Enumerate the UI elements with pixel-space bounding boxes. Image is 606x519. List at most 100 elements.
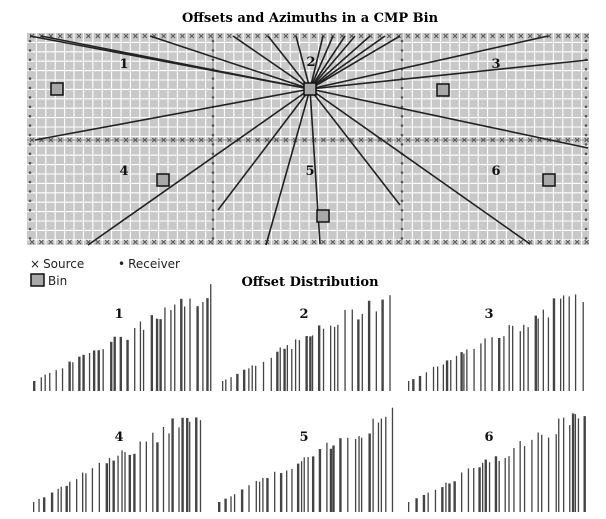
offset-bar (51, 493, 53, 512)
offset-bar (312, 335, 313, 391)
receiver-mark (585, 106, 588, 109)
offset-bar (305, 336, 307, 391)
offset-bar (480, 343, 481, 391)
hist-label-3: 3 (484, 307, 493, 322)
receiver-mark (212, 40, 215, 43)
receiver-mark (585, 237, 588, 240)
offset-bar (112, 461, 114, 512)
cmp-map: 1 2 3 4 5 6 (27, 33, 589, 245)
receiver-mark (29, 115, 32, 118)
legend-source-label: Source (43, 257, 84, 271)
receiver-mark (212, 209, 215, 212)
offset-bar (295, 339, 296, 391)
offset-bar (33, 381, 35, 391)
offset-bar (323, 329, 324, 391)
offset-bar (99, 463, 100, 512)
receiver-mark (29, 237, 32, 240)
offset-bar (280, 347, 281, 391)
receiver-mark (401, 143, 404, 146)
receiver-mark (585, 200, 588, 203)
offset-bar (362, 314, 363, 391)
offset-bar (423, 495, 425, 512)
block-label-1: 1 (119, 57, 128, 72)
offset-bar (358, 436, 359, 512)
offset-bar (368, 301, 370, 391)
offset-bar (520, 331, 521, 391)
offset-bar (461, 472, 462, 512)
receiver-mark (212, 237, 215, 240)
offset-bar (347, 438, 348, 512)
offset-bar (482, 463, 483, 512)
offset-distribution-title: Offset Distribution (241, 275, 379, 290)
bin (543, 174, 555, 186)
receiver-mark (212, 77, 215, 80)
receiver-mark (29, 200, 32, 203)
offset-bar (548, 438, 549, 512)
offset-bar (184, 307, 185, 391)
receiver-mark (401, 124, 404, 127)
receiver-mark (212, 49, 215, 52)
offset-bar (527, 327, 528, 391)
receiver-mark (29, 59, 32, 62)
legend-source: ×Source (30, 257, 84, 271)
hist-label-2: 2 (299, 307, 308, 322)
legend: ×Source •Receiver Bin (30, 257, 180, 288)
offset-bar (262, 478, 263, 512)
offset-bar (252, 365, 253, 391)
offset-bar (583, 416, 585, 512)
offset-bar (65, 486, 67, 512)
offset-bar (556, 434, 557, 512)
offset-bar (49, 373, 50, 391)
offset-bar (259, 482, 260, 512)
offset-bar (152, 433, 153, 512)
receiver-mark (212, 153, 215, 156)
bin (437, 84, 449, 96)
receiver-mark (585, 115, 588, 118)
offset-bar (453, 481, 455, 512)
offset-bar (330, 326, 331, 391)
offset-bar (78, 357, 80, 391)
offset-bar (334, 327, 335, 391)
offset-bar (319, 449, 321, 512)
receiver-symbol: • (118, 257, 125, 271)
receiver-mark (585, 77, 588, 80)
receiver-mark (585, 162, 588, 165)
hist-label-1: 1 (114, 307, 123, 322)
offset-bar (106, 463, 108, 512)
receiver-mark (29, 87, 32, 90)
offset-bar (58, 489, 59, 512)
receiver-mark (401, 171, 404, 174)
offset-bar (355, 439, 356, 512)
offset-bar (563, 295, 564, 391)
offset-bar (553, 298, 555, 391)
offset-bar (558, 419, 559, 512)
offset-bar (445, 483, 446, 512)
offset-bar (189, 422, 190, 512)
offset-bar (222, 381, 223, 391)
receiver-mark (29, 190, 32, 193)
offset-bar (41, 377, 42, 391)
offset-bar (69, 482, 70, 512)
offset-bar (126, 340, 128, 391)
offset-bar (224, 499, 226, 512)
receiver-mark (585, 143, 588, 146)
receiver-mark (401, 49, 404, 52)
receiver-mark (401, 87, 404, 90)
offset-bar (307, 457, 308, 512)
offset-bar (159, 319, 161, 391)
offset-bar (61, 487, 62, 512)
map-title: Offsets and Azimuths in a CMP Bin (182, 11, 439, 26)
offset-bar (337, 325, 338, 391)
offset-bar (120, 337, 122, 391)
offset-bar (538, 319, 539, 391)
receiver-mark (29, 171, 32, 174)
offset-bar (578, 418, 579, 512)
offset-bar (143, 330, 144, 391)
offset-bar (156, 442, 158, 512)
receiver-mark (212, 200, 215, 203)
receiver-mark (212, 171, 215, 174)
receiver-mark (401, 209, 404, 212)
offset-bar (509, 325, 510, 391)
bin (157, 174, 169, 186)
receiver-mark (29, 228, 32, 231)
